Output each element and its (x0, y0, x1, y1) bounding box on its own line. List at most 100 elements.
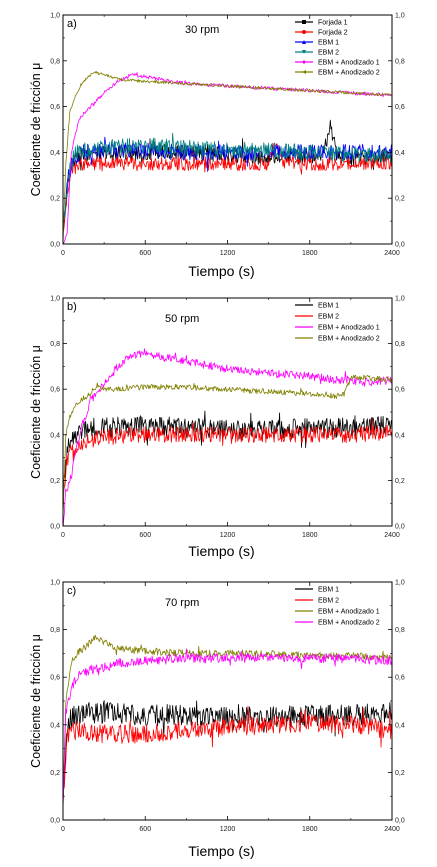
series-forjada-2 (63, 142, 392, 231)
series-ebm-anodizado-2 (63, 374, 392, 517)
legend: EBM 1 EBM 2 EBM + Anodizado 1 EBM + Anodiza… (295, 587, 380, 627)
y-tick-label-right: 0,6 (395, 387, 405, 394)
y-tick-label-right: 0,2 (395, 770, 405, 777)
x-tick-label: 600 (139, 826, 151, 833)
legend-item-ebm-1: EBM 1 (295, 587, 339, 594)
y-tick-label: 0,8 (50, 341, 60, 348)
y-axis-title: Coeficiente de fricción μ (29, 634, 43, 768)
series-forjada-1 (63, 119, 392, 231)
plot-area (63, 71, 392, 244)
legend-label: EBM 1 (318, 303, 339, 310)
legend-marker (302, 40, 306, 44)
y-tick-label: 0,8 (50, 58, 60, 65)
legend-marker (302, 70, 306, 74)
plot-area (63, 348, 392, 526)
x-tick-label: 600 (139, 250, 151, 257)
series-ebm-1 (63, 136, 392, 230)
legend-label: EBM 1 (318, 40, 339, 47)
legend-label: EBM + Anodizado 1 (318, 60, 380, 67)
y-tick-label-right: 0,6 (395, 104, 405, 111)
x-axis-title: Tiempo (s) (188, 543, 254, 559)
legend-item-ebm-anodizado-1: EBM + Anodizado 1 (295, 325, 380, 332)
x-tick-label: 2400 (384, 532, 400, 539)
x-tick-label: 600 (139, 532, 151, 539)
y-tick-label-right: 0,8 (395, 58, 405, 65)
y-tick-label-right: 0,2 (395, 478, 405, 485)
legend-item-ebm-anodizado-2: EBM + Anodizado 2 (295, 336, 380, 343)
legend: Forjada 1 Forjada 2 EBM 1 EBM 2 EBM + Anodiz… (295, 20, 380, 77)
x-tick-label: 1200 (220, 250, 236, 257)
legend-marker (302, 30, 306, 34)
series-ebm-2 (63, 418, 392, 511)
y-tick-label-right: 0,6 (395, 675, 405, 682)
legend-label: EBM + Anodizado 2 (318, 70, 380, 77)
y-tick-label: 0,4 (50, 150, 60, 157)
x-axis-title: Tiempo (s) (188, 263, 254, 279)
legend-marker (302, 20, 306, 24)
legend-label: EBM 1 (318, 587, 339, 594)
y-tick-label-right: 0,4 (395, 432, 405, 439)
x-tick-label: 1200 (220, 826, 236, 833)
plot-frame (62, 297, 393, 527)
y-tick-label: 0,4 (50, 722, 60, 729)
x-tick-label: 1200 (220, 532, 236, 539)
series-ebm-anodizado-1 (63, 72, 392, 244)
y-tick-label: 0,2 (50, 770, 60, 777)
legend-label: EBM + Anodizado 2 (318, 336, 380, 343)
legend-item-ebm-2: EBM 2 (295, 50, 339, 57)
y-tick-label: 0,4 (50, 432, 60, 439)
panel-speed-label: 30 rpm (185, 24, 219, 36)
legend-label: EBM + Anodizado 2 (318, 620, 380, 627)
x-tick-label: 0 (61, 826, 65, 833)
legend-label: EBM + Anodizado 1 (318, 325, 380, 332)
legend-label: Forjada 1 (318, 20, 348, 27)
plot-frame (62, 581, 393, 821)
legend-label: Forjada 2 (318, 30, 348, 37)
y-tick-label: 0,2 (50, 478, 60, 485)
y-tick-label-right: 1,0 (395, 13, 405, 20)
x-tick-label: 0 (61, 532, 65, 539)
panel-letter: b) (67, 301, 77, 313)
legend-item-ebm-anodizado-2: EBM + Anodizado 2 (295, 70, 380, 77)
y-tick-label-right: 0,0 (395, 242, 405, 249)
legend: EBM 1 EBM 2 EBM + Anodizado 1 EBM + Anodiza… (295, 303, 380, 343)
legend-item-ebm-anodizado-1: EBM + Anodizado 1 (295, 609, 380, 616)
x-tick-label: 2400 (384, 250, 400, 257)
x-tick-label: 1800 (302, 250, 318, 257)
y-tick-label: 0,8 (50, 627, 60, 634)
plot-frame (62, 14, 393, 245)
y-tick-label: 0,0 (50, 524, 60, 531)
legend-label: EBM + Anodizado 1 (318, 609, 380, 616)
x-axis-title: Tiempo (s) (188, 843, 254, 859)
y-tick-label-right: 0,8 (395, 627, 405, 634)
y-tick-label: 0,2 (50, 196, 60, 203)
legend-item-ebm-1: EBM 1 (295, 40, 339, 47)
series-ebm-2 (63, 132, 392, 230)
panel-letter: c) (67, 585, 76, 597)
y-tick-label: 1,0 (50, 296, 60, 303)
panel-speed-label: 70 rpm (165, 597, 199, 609)
y-tick-label-right: 0,4 (395, 722, 405, 729)
y-tick-label-right: 1,0 (395, 580, 405, 587)
y-tick-label: 0,6 (50, 387, 60, 394)
y-tick-label-right: 0,8 (395, 341, 405, 348)
legend-marker (302, 50, 306, 54)
y-tick-label-right: 0,0 (395, 524, 405, 531)
legend-item-ebm-anodizado-2: EBM + Anodizado 2 (295, 620, 380, 627)
series-ebm-2 (63, 705, 392, 803)
y-tick-label: 0,6 (50, 675, 60, 682)
y-axis-title: Coeficiente de fricción μ (29, 345, 43, 479)
legend-label: EBM 2 (318, 50, 339, 57)
x-tick-label: 1800 (302, 532, 318, 539)
panel-letter: a) (67, 18, 77, 30)
y-tick-label: 1,0 (50, 580, 60, 587)
y-tick-label-right: 0,0 (395, 818, 405, 825)
x-tick-label: 2400 (384, 826, 400, 833)
series-ebm-anodizado-1 (63, 348, 392, 526)
series-ebm-1 (63, 700, 392, 799)
legend-item-forjada-1: Forjada 1 (295, 20, 348, 27)
